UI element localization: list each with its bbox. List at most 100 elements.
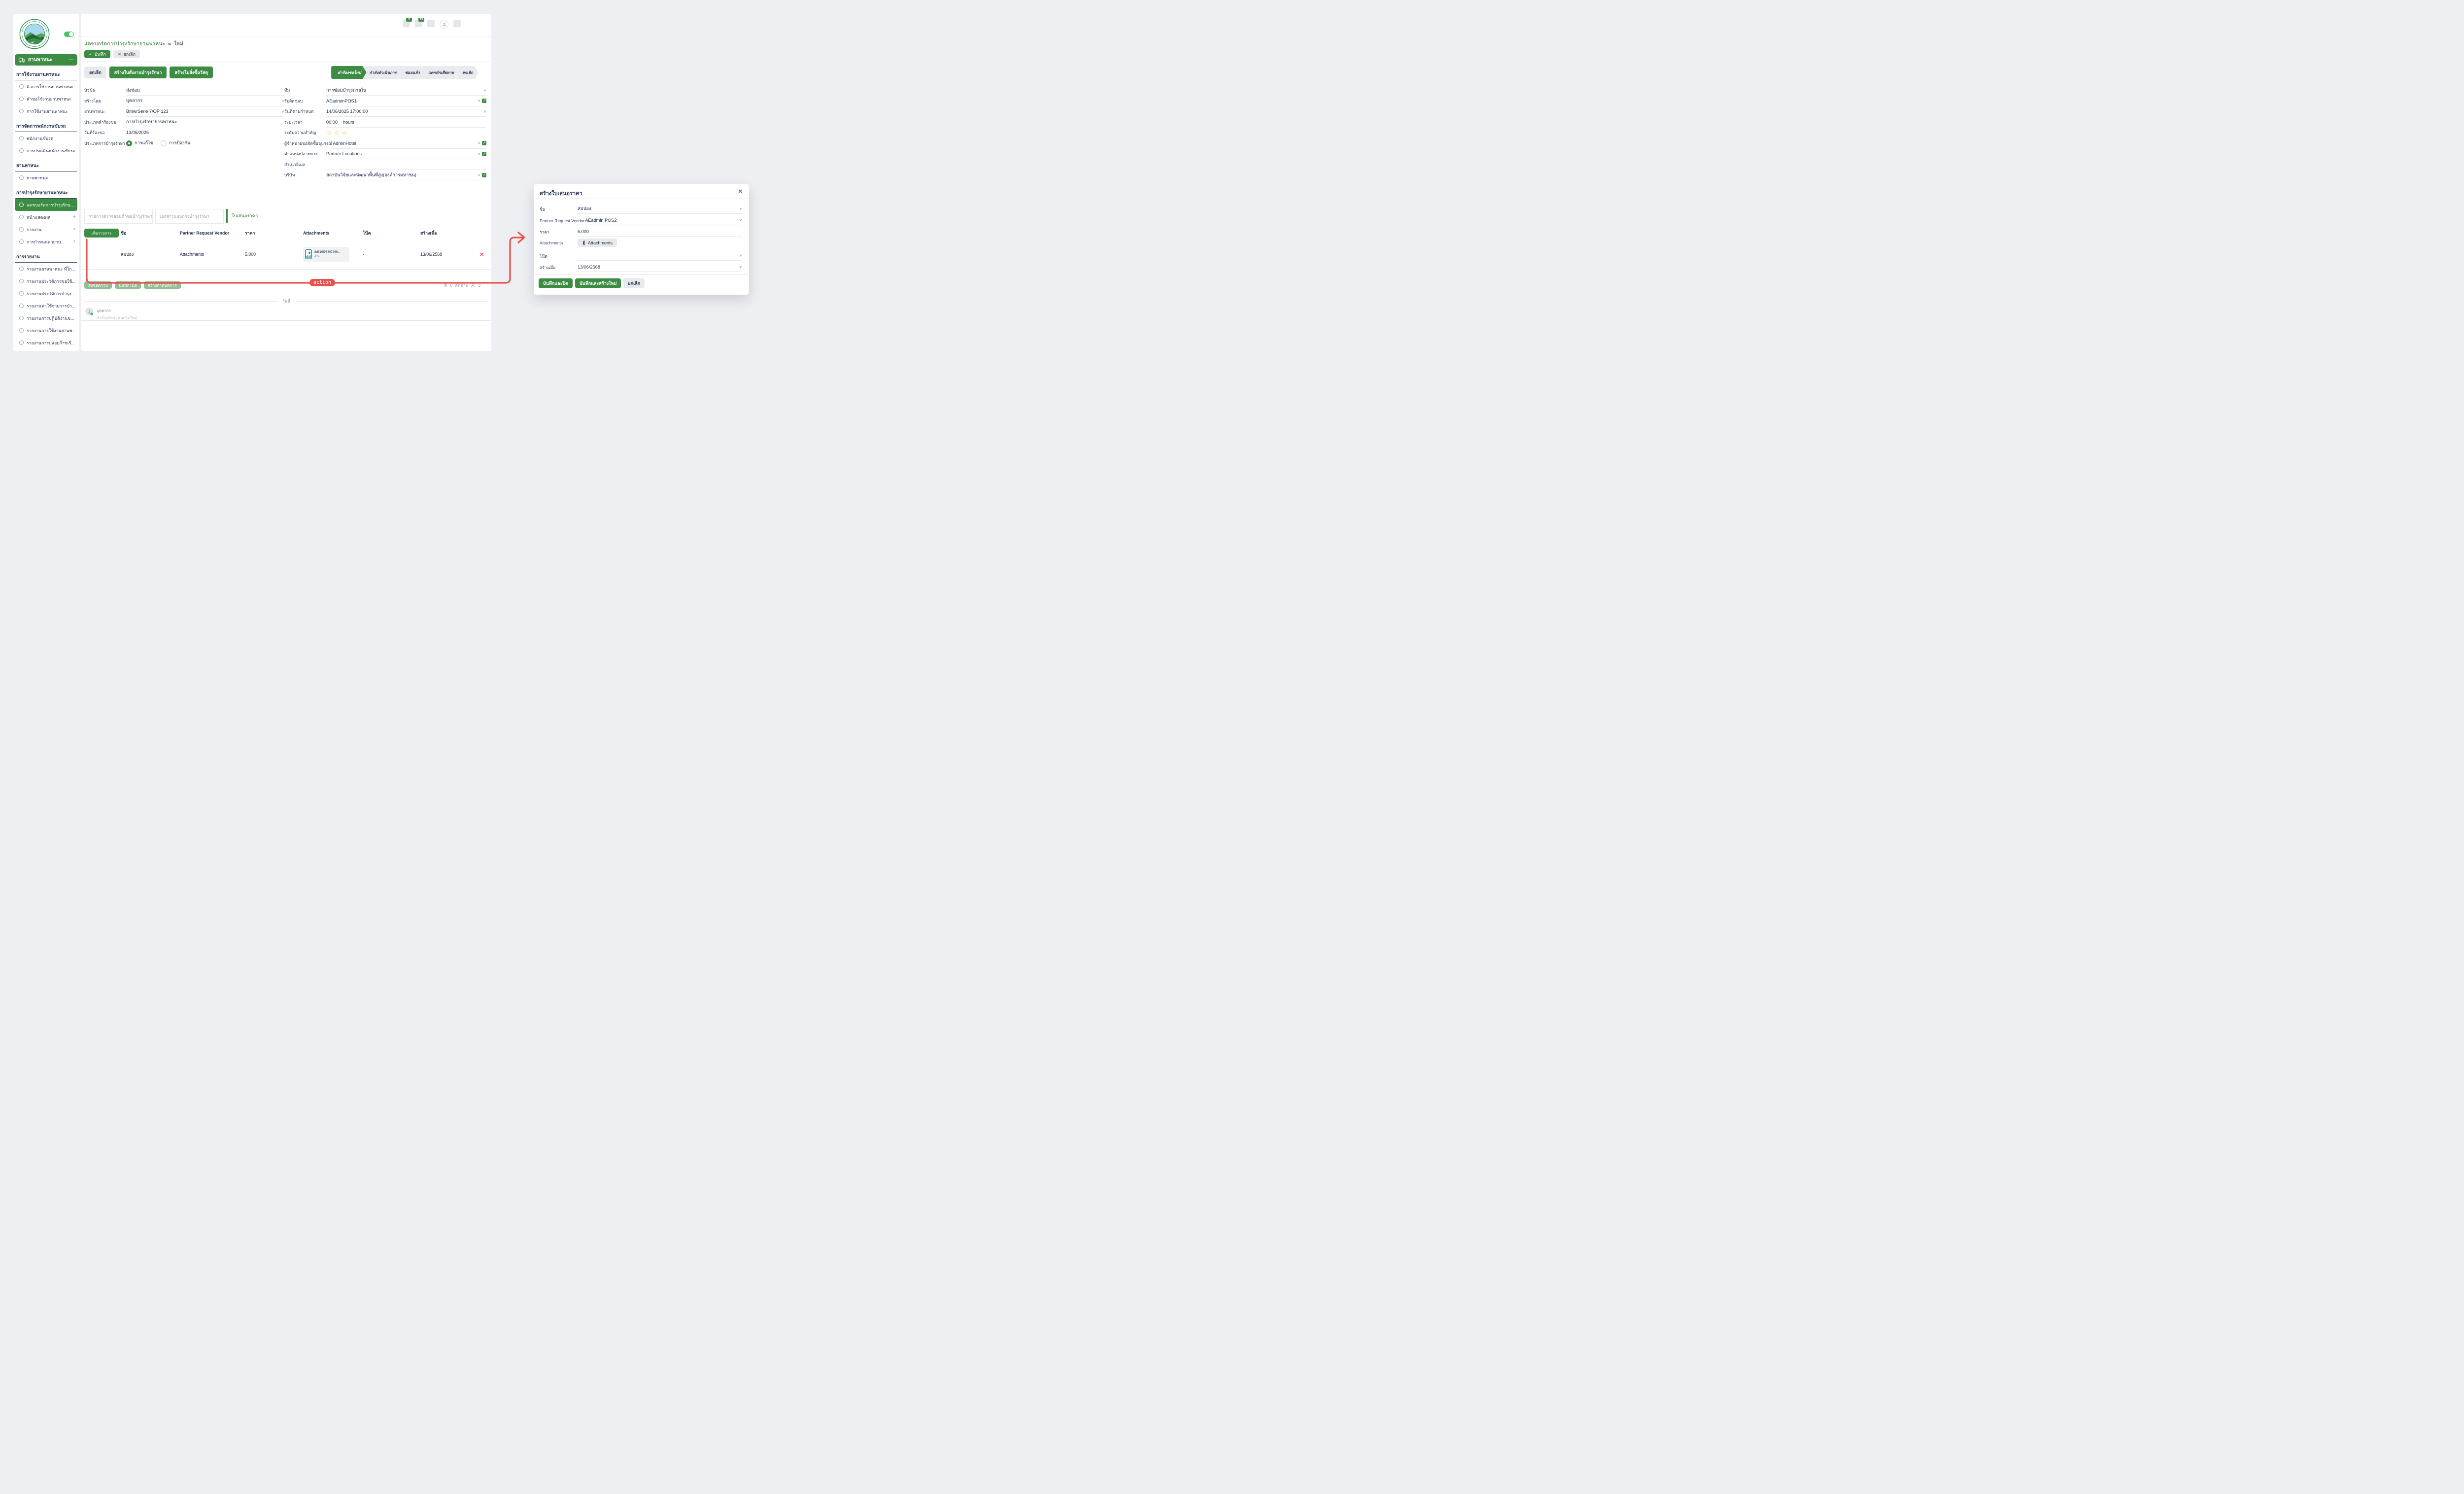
modal-cancel-button[interactable]: ยกเลิก <box>623 278 645 288</box>
internal-link-icon[interactable]: ↗ <box>482 141 486 145</box>
breadcrumb-root[interactable]: แดชบอร์ดการบำรุงรักษายานพาหนะ <box>84 41 165 47</box>
tab-checklist[interactable]: รายการตรวจสอบคำขอบำรุงรักษา <box>84 209 153 224</box>
follower-icon[interactable] <box>471 283 476 288</box>
plus-icon[interactable]: + <box>73 227 76 232</box>
field-label: ผู้จำหน่ายขอจัดซื้ออุปกรณ์ <box>284 140 333 146</box>
tab-plan-documents[interactable]: เอกสารแผนการบำรุงรักษา <box>155 209 224 224</box>
modal-created-select[interactable]: 13/06/2568 ∨ <box>577 263 742 272</box>
breadcrumb-separator: » <box>168 40 171 47</box>
log-note-button[interactable]: บันทึกโน้ต <box>115 281 141 289</box>
modal-price-input[interactable]: 5,000 <box>577 227 742 237</box>
collapse-minus-icon[interactable]: — <box>68 57 73 63</box>
sidebar-item[interactable]: คิวการใช้งานยานพาหนะ <box>13 80 79 93</box>
user-avatar-icon[interactable] <box>440 20 448 29</box>
request-date-value[interactable]: 13/06/2025 <box>126 130 149 135</box>
sidebar-item[interactable]: รายงานประวัติการบำรุง... <box>13 287 79 300</box>
create-purchase-button[interactable]: สร้างใบสั่งซื้อวัสดุ <box>170 67 213 78</box>
sidebar-item[interactable]: การใช้งานยานพาหนะ <box>13 105 79 117</box>
vendor-select[interactable]: AdminHotel ∨ ↗ <box>332 138 486 149</box>
save-button[interactable]: ✓ บันทึก <box>84 50 110 58</box>
modal-vendor-select[interactable]: AEadmin POS2 ∨ <box>584 216 742 225</box>
star-icon: ☆ <box>334 129 340 136</box>
duration-input[interactable]: 00:00 hours <box>326 117 486 128</box>
delete-row-icon[interactable]: ✕ <box>479 251 484 258</box>
status-step-repaired[interactable]: ซ่อมแล้ว <box>399 66 425 79</box>
destination-select[interactable]: Partner Locations ∨ ↗ <box>326 149 486 159</box>
status-step-in-progress[interactable]: กำลังดำเนินการ <box>363 66 402 79</box>
header-icon-bar: 5 13 <box>403 18 461 29</box>
priority-stars[interactable]: ☆ ☆ ☆ <box>326 128 486 137</box>
sidebar-item[interactable]: หน้าแสดงผล + <box>13 211 79 223</box>
add-line-button[interactable]: เพิ่มรายการ <box>84 229 119 238</box>
send-message-button[interactable]: ส่งข้อความ <box>84 281 112 289</box>
modal-field-row: Partner Request Vendor AEadmin POS2 ∨ <box>540 216 742 225</box>
field-label: ราคา <box>540 229 549 235</box>
sidebar-item[interactable]: รายงานการปฏิบัติงานข... <box>13 312 79 324</box>
header-app-icon[interactable] <box>453 20 461 27</box>
chevron-down-icon: ∨ <box>739 206 742 211</box>
sidebar-item[interactable]: การกำหนดค่ายาน... + <box>13 236 79 248</box>
breadcrumb: แดชบอร์ดการบำรุงรักษายานพาหนะ » ใหม่ <box>84 39 183 48</box>
attachments-button[interactable]: Attachments <box>578 238 617 247</box>
sidebar-toggle[interactable] <box>64 31 74 37</box>
sidebar-item[interactable]: รายงาน + <box>13 223 79 236</box>
created-by-select[interactable]: บุคลากร ∨ <box>126 96 284 106</box>
save-new-button[interactable]: บันทึกและสร้างใหม่ <box>575 278 621 288</box>
modal-note-select[interactable]: ∨ <box>577 251 742 261</box>
status-step-scrap[interactable]: แตกหักเสียหาย <box>422 66 459 79</box>
scheduled-date-select[interactable]: 14/06/2025 17:00:00 ∨ <box>326 106 486 117</box>
subject-input[interactable]: ส่งซ่อม <box>126 85 284 96</box>
responsible-select[interactable]: AEadminPOS1 ∨ ↗ <box>326 96 486 106</box>
header-app-icon[interactable]: 13 <box>415 18 424 27</box>
sidebar-section-title: การรายงาน <box>15 252 77 263</box>
sidebar-item[interactable]: ยานพาหนะ <box>13 171 79 184</box>
field-label: ทีม <box>284 88 290 93</box>
header-app-icon[interactable] <box>427 20 435 27</box>
chevron-down-icon: ∨ <box>483 109 486 113</box>
field-label: โน๊ต <box>540 253 548 259</box>
app-button-vehicles[interactable]: ยานพาหนะ — <box>15 54 77 66</box>
attachment-chip[interactable]: 8d519f96407269... JPG <box>303 247 349 262</box>
status-step-new[interactable]: คำร้องขอใหม่ <box>331 66 367 79</box>
plus-icon[interactable]: + <box>73 214 76 220</box>
quotation-table-row[interactable]: สมปอง Attachments 5,000 8d519f96407269..… <box>84 244 488 264</box>
paperclip-icon[interactable] <box>444 282 448 288</box>
app-root: ยานพาหนะ — การใช้งานยานพาหนะ คิวการใช้งา… <box>0 0 766 374</box>
cancel-button[interactable]: ยกเลิก <box>84 67 106 78</box>
sidebar-item[interactable]: รายงานยานพาหนะ ที่ใก... <box>13 263 79 275</box>
modal-close-icon[interactable]: ✕ <box>738 189 743 195</box>
toolbar: ยกเลิก สร้างใบสั่งงานบำรุงรักษา สร้างใบส… <box>84 65 488 80</box>
internal-link-icon[interactable]: ↗ <box>482 99 486 103</box>
cell-price: 5,000 <box>245 252 256 257</box>
header-app-icon[interactable]: 5 <box>403 18 412 27</box>
breadcrumb-current: ใหม่ <box>173 41 183 47</box>
create-work-order-button[interactable]: สร้างใบสั่งงานบำรุงรักษา <box>109 67 167 78</box>
tab-quotation[interactable]: ใบเสนอราคา <box>226 209 295 223</box>
chevron-down-icon: ∨ <box>483 88 486 92</box>
internal-link-icon[interactable]: ↗ <box>482 151 486 156</box>
sidebar-item[interactable]: รายงานค่าใช้จ่ายการบำ... <box>13 300 79 312</box>
vehicle-select[interactable]: Bmw/Serie 7/OP 123 ∨ <box>126 106 284 117</box>
sidebar-item[interactable]: คำขอใช้งานยานพาหนะ <box>13 93 79 105</box>
save-close-button[interactable]: บันทึกและปิด <box>539 278 573 288</box>
modal-name-select[interactable]: สมปอง ∨ <box>577 204 742 214</box>
discard-button[interactable]: ✕ ยกเลิก <box>113 50 140 58</box>
badge: 5 <box>406 18 412 22</box>
radio-corrective[interactable]: การแก้ไข <box>126 139 153 147</box>
company-select[interactable]: สถาบันวิจัยและพัฒนาพื้นที่สูง(องค์การมหา… <box>326 170 486 180</box>
sidebar-item-maintenance-dashboard[interactable]: แดชบอร์ดการบำรุงรักษ... <box>15 199 77 211</box>
sidebar-item[interactable]: การประเมินพนักงานขับรถ <box>13 144 79 157</box>
sidebar-item[interactable]: รายงานการปล่อยก๊าซเรื... <box>13 337 79 349</box>
sidebar-item[interactable]: รายงานการใช้งานยานพ... <box>13 324 79 337</box>
team-select[interactable]: การซ่อมบำรุงภายใน ∨ <box>326 85 486 96</box>
sidebar-item[interactable]: รายงานประวัติการขอใช้... <box>13 275 79 287</box>
sidebar-item[interactable]: พนักงานขับรถ <box>13 132 79 144</box>
radio-preventive[interactable]: การป้องกัน <box>161 139 190 147</box>
plus-icon[interactable]: + <box>73 239 76 244</box>
circle-icon <box>19 136 24 140</box>
status-step-cancel[interactable]: ยกเลิก <box>456 66 479 79</box>
follow-button[interactable]: ติดตาม <box>455 282 469 288</box>
email-cc-input[interactable] <box>326 160 486 170</box>
schedule-activity-button[interactable]: สร้างกำหนดการ <box>144 281 181 289</box>
internal-link-icon[interactable]: ↗ <box>482 172 486 177</box>
